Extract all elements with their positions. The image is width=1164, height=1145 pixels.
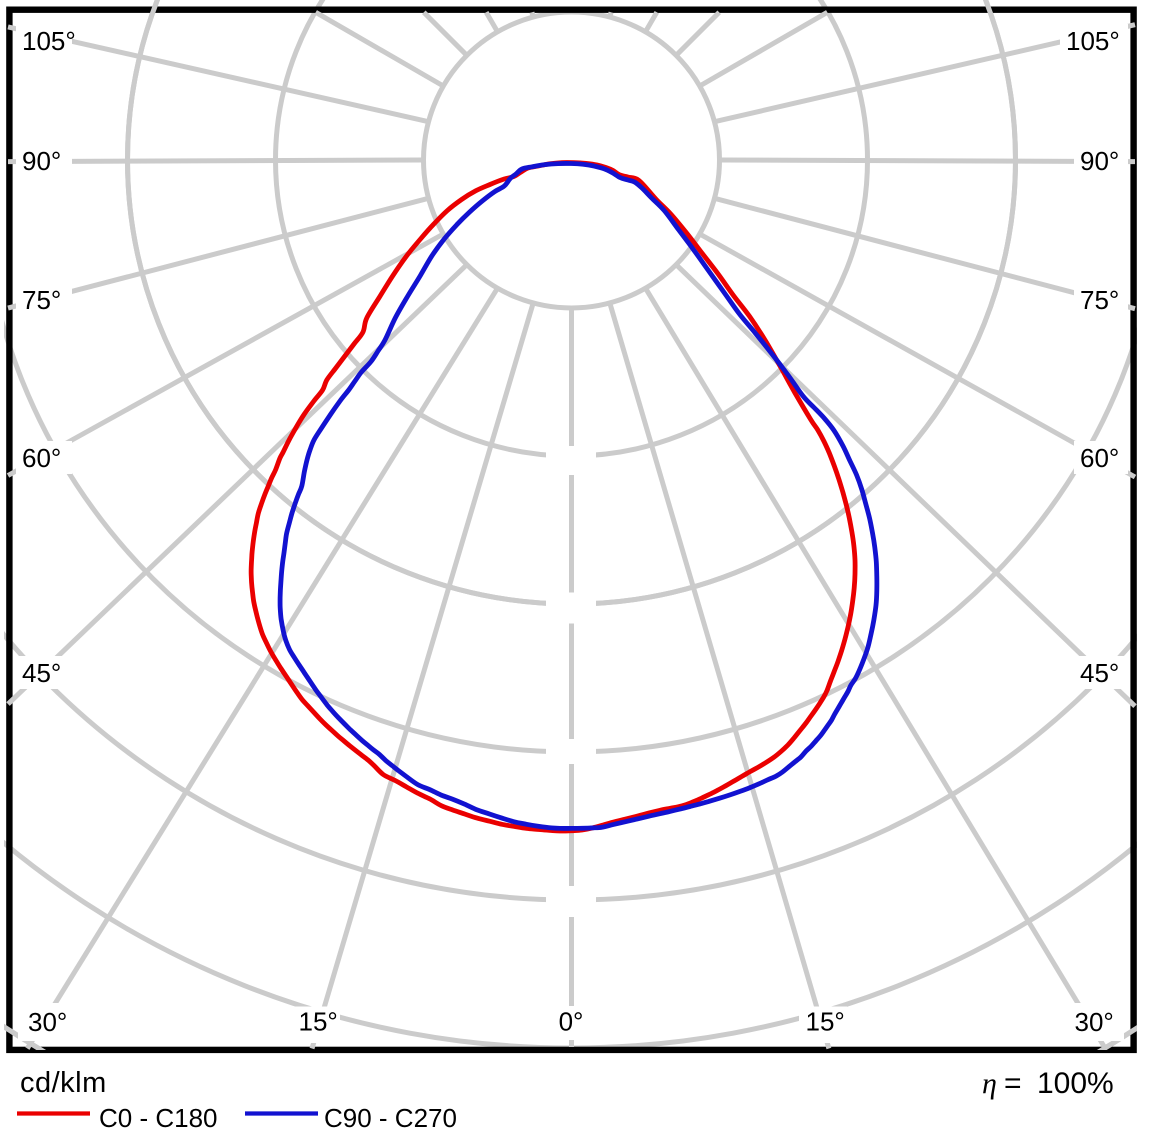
svg-text:90°: 90° [1080,146,1119,176]
svg-text:0°: 0° [559,1007,584,1037]
svg-text:45°: 45° [1080,658,1119,688]
svg-text:15°: 15° [806,1007,845,1037]
svg-text:75°: 75° [22,285,61,315]
svg-text:90°: 90° [22,146,61,176]
svg-text:60°: 60° [22,443,61,473]
svg-text:30°: 30° [28,1007,67,1037]
svg-text:100%: 100% [1037,1067,1114,1100]
svg-text:=: = [1004,1067,1022,1100]
svg-text:30°: 30° [1075,1007,1114,1037]
svg-text:cd/klm: cd/klm [20,1067,107,1099]
svg-text:75°: 75° [1080,285,1119,315]
svg-text:C0 - C180: C0 - C180 [99,1103,218,1133]
svg-text:60°: 60° [1080,443,1119,473]
svg-text:η: η [982,1067,997,1100]
svg-text:C90 - C270: C90 - C270 [324,1103,457,1133]
svg-text:105°: 105° [22,26,76,56]
svg-text:45°: 45° [22,658,61,688]
svg-text:105°: 105° [1066,26,1120,56]
svg-text:15°: 15° [299,1007,338,1037]
